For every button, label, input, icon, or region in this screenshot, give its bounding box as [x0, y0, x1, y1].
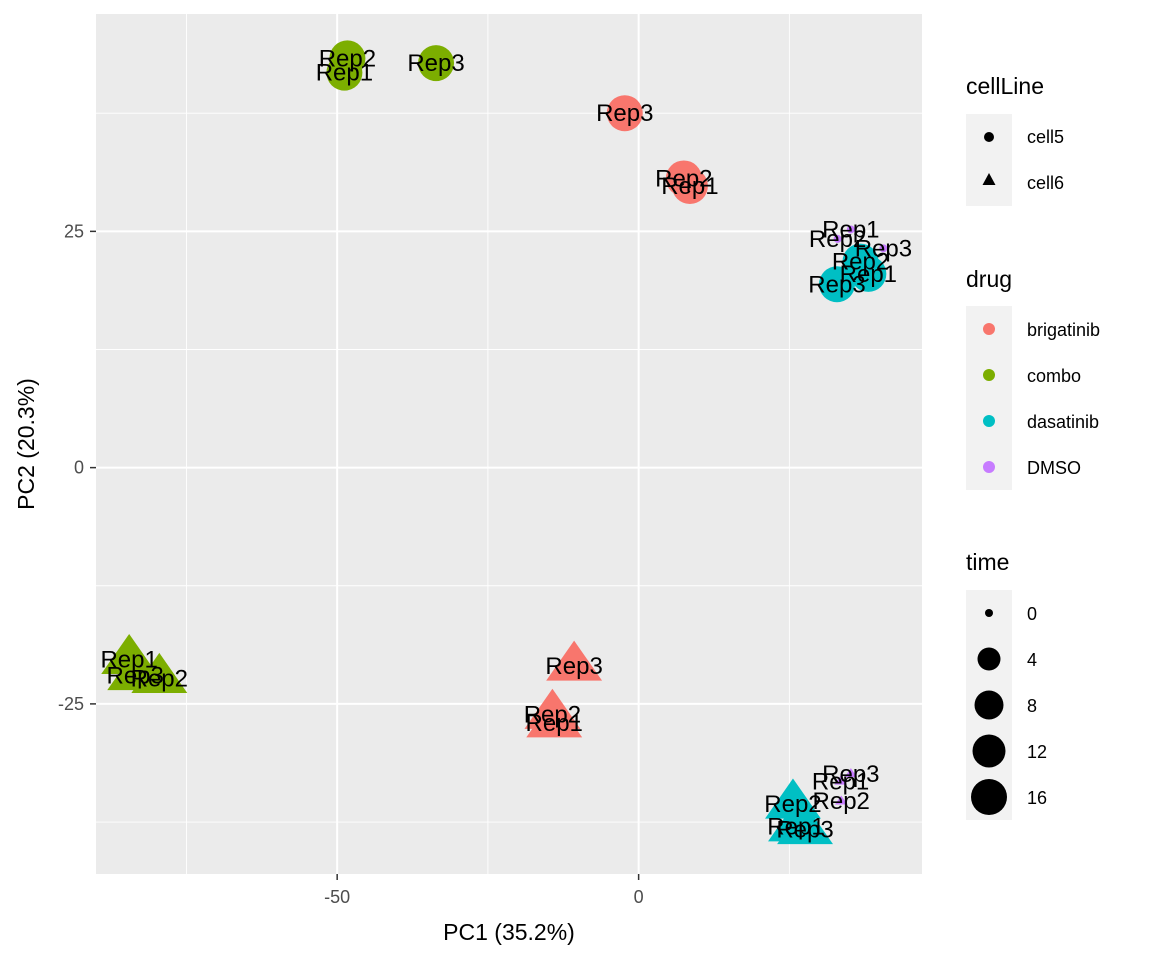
legend-label-combo: combo	[1027, 366, 1081, 386]
panel-background	[96, 14, 922, 874]
point-label: Rep2	[524, 701, 581, 728]
point-label: Rep3	[407, 50, 464, 77]
point-label: Rep2	[319, 45, 376, 72]
data-point-triangle	[834, 775, 847, 785]
point-label: Rep3	[822, 761, 879, 788]
point-label: Rep2	[813, 788, 870, 815]
data-point-circle	[833, 234, 842, 243]
y-axis-title: PC2 (20.3%)	[13, 378, 39, 510]
data-point-triangle	[546, 640, 603, 681]
legend-label-time-16: 16	[1027, 788, 1047, 808]
data-point-circle	[846, 225, 855, 234]
legend-label-cell5: cell5	[1027, 127, 1064, 147]
legend-label-time-12: 12	[1027, 742, 1047, 762]
legend-label-time-4: 4	[1027, 650, 1037, 670]
legend-key-background	[966, 306, 1012, 490]
legend-key-time-12	[972, 734, 1006, 768]
point-label: Rep1	[822, 216, 879, 243]
x-tick-label: -50	[324, 887, 350, 907]
legend-key-time-8	[974, 690, 1004, 720]
y-tick-label: 0	[74, 458, 84, 478]
data-point-circle	[326, 54, 363, 91]
point-label: Rep1	[661, 173, 718, 200]
point-label: Rep1	[812, 768, 869, 795]
point-label: Rep3	[596, 100, 653, 127]
point-label: Rep3	[855, 235, 912, 262]
data-point-triangle	[526, 697, 583, 738]
point-label: Rep2	[655, 165, 712, 192]
legend-key-time-4	[977, 647, 1001, 671]
point-label: Rep3	[107, 663, 164, 690]
legend-key-circle	[984, 132, 994, 142]
legend-title-cellline: cellLine	[966, 73, 1044, 99]
data-point-triangle	[777, 804, 833, 845]
point-label: Rep1	[767, 814, 824, 841]
legend-key-time-0	[985, 609, 993, 617]
legend-key-combo	[983, 369, 995, 381]
data-point-circle	[606, 95, 643, 132]
point-label: Rep3	[776, 817, 833, 844]
legend-title-drug: drug	[966, 266, 1012, 292]
data-point-circle	[818, 266, 855, 303]
legend-label-cell6: cell6	[1027, 173, 1064, 193]
legend-label-brigatinib: brigatinib	[1027, 320, 1100, 340]
point-label: Rep3	[545, 653, 602, 680]
point-label: Rep1	[100, 646, 157, 673]
major-gridlines	[96, 14, 922, 874]
minor-gridlines	[96, 14, 922, 874]
x-tick-label: 0	[634, 887, 644, 907]
data-point-triangle	[131, 652, 188, 693]
legend-key-background	[966, 114, 1012, 206]
legend-label-time-0: 0	[1027, 604, 1037, 624]
point-label: Rep2	[764, 791, 821, 818]
legend-drug: drug brigatinib combo dasatinib DMSO	[966, 266, 1100, 490]
legend-label-time-8: 8	[1027, 696, 1037, 716]
y-axis-ticks: -25 0 25	[58, 221, 96, 714]
point-label: Rep2	[131, 665, 188, 692]
point-label: Rep1	[840, 261, 897, 288]
legend-cellline: cellLine cell5 cell6	[966, 73, 1064, 206]
legend-key-triangle	[982, 173, 996, 185]
legend-title-time: time	[966, 549, 1009, 575]
point-label: Rep2	[832, 249, 889, 276]
legend-key-time-16	[971, 779, 1007, 815]
legend-key-dasatinib	[983, 415, 995, 427]
point-label: Rep2	[809, 226, 866, 253]
point-label: Rep3	[808, 271, 865, 298]
x-axis-ticks: -50 0	[324, 874, 644, 907]
data-point-triangle	[834, 795, 848, 805]
legend-key-dmso	[983, 461, 995, 473]
data-point-circle	[850, 255, 887, 292]
legend-time: time 0 4 8 12 16	[966, 549, 1047, 820]
data-point-circle	[418, 45, 455, 82]
point-label: Rep1	[526, 710, 583, 737]
data-point-circle	[879, 244, 888, 253]
legend-label-dasatinib: dasatinib	[1027, 412, 1099, 432]
legend-key-brigatinib	[983, 323, 995, 335]
data-points	[101, 40, 888, 845]
legend-label-dmso: DMSO	[1027, 458, 1081, 478]
y-tick-label: -25	[58, 694, 84, 714]
y-tick-label: 25	[64, 221, 84, 241]
point-label: Rep1	[316, 60, 373, 87]
data-point-triangle	[844, 768, 858, 778]
data-point-circle	[671, 168, 708, 204]
x-axis-title: PC1 (35.2%)	[443, 919, 575, 945]
